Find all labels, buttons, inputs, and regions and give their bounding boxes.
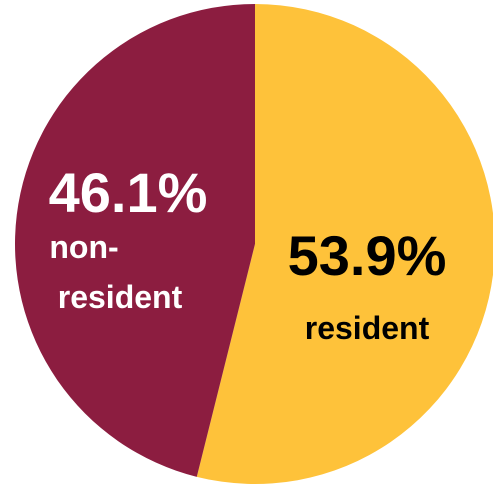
slice-label-nonresident-line2: resident	[58, 279, 183, 315]
slice-label-nonresident-line1: non-	[49, 229, 118, 265]
pie-slice-nonresident	[14, 4, 255, 477]
slice-label-group-nonresident: 46.1% non- resident	[49, 161, 208, 315]
slice-label-resident: resident	[305, 310, 430, 346]
slice-percent-resident: 53.9%	[288, 224, 447, 287]
pie-slices	[14, 4, 493, 484]
slice-percent-nonresident: 46.1%	[49, 161, 208, 224]
pie-slice-resident	[196, 4, 493, 484]
slice-label-group-resident: 53.9% resident	[288, 224, 447, 346]
